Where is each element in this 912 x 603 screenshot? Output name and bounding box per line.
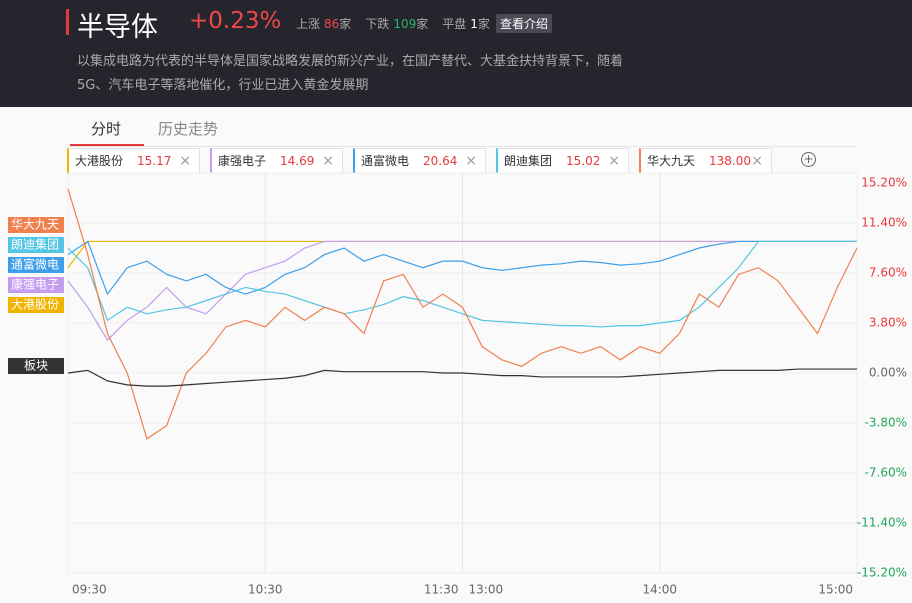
stat-unit: 家 (416, 17, 429, 31)
series-line (67, 188, 858, 440)
chip-close[interactable]: × (465, 153, 477, 169)
add-button[interactable]: + (801, 152, 816, 167)
chip-close[interactable]: × (751, 153, 763, 169)
tab[interactable]: 分时 (91, 120, 122, 138)
series-tag-label: 朗迪集团 (11, 237, 59, 252)
series-line (67, 240, 857, 342)
chip-price: 138.00 (709, 154, 751, 168)
accent (66, 9, 69, 35)
stat-count: 1 (470, 17, 478, 31)
series-tag (8, 277, 64, 293)
y-tick-label: 15.20% (861, 176, 907, 190)
stat-label: 下跌 (365, 17, 390, 31)
y-tick-label: -15.20% (857, 566, 907, 580)
chip-name: 大港股份 (75, 154, 124, 168)
x-tick-label: 14:00 (642, 583, 677, 597)
stat: 上涨 86家 (296, 15, 351, 32)
chip-name: 康强电子 (218, 154, 267, 168)
x-tick-label: 15:00 (818, 583, 853, 597)
tabs: 分时 历史走势 (68, 113, 858, 147)
y-tick-label: 0.00% (869, 366, 907, 380)
series-tag-label: 通富微电 (11, 257, 59, 272)
stock-chip[interactable]: 大港股份 15.17 × (67, 148, 200, 174)
series-tag (8, 297, 64, 313)
chip-close[interactable]: × (608, 153, 620, 169)
stat-unit: 家 (477, 17, 490, 31)
chip-price: 14.69 (280, 154, 315, 168)
header: 半导体 +0.23% 上涨 86家 下跌 109家 平盘 1家 查看介绍 以集成电路为代表… (0, 0, 912, 107)
series-tag-label: 大港股份 (11, 298, 59, 312)
stat-unit: 家 (339, 17, 352, 31)
stat-label: 平盘 (442, 17, 467, 31)
chip-name: 通富微电 (361, 154, 410, 168)
y-tick-label: -7.60% (865, 466, 907, 480)
series-line (67, 240, 857, 328)
stats: 上涨 86家 下跌 109家 平盘 1家 (296, 15, 490, 32)
series-tag (8, 257, 64, 273)
x-tick-label: 13:00 (469, 583, 504, 597)
stock-chip[interactable]: 康强电子 14.69 × (210, 148, 343, 174)
description-line: 以集成电路为代表的半导体是国家战略发展的新兴产业，在国产替代、大基金扶持背景下，… (77, 54, 624, 69)
chip-name: 华大九天 (647, 154, 696, 168)
stock-chip[interactable]: 华大九天 138.00 × (639, 148, 772, 174)
description: 以集成电路为代表的半导体是国家战略发展的新兴产业，在国产替代、大基金扶持背景下，… (77, 50, 623, 98)
description-line: 5G、汽车电子等落地催化，行业已进入黄金发展期 (77, 78, 369, 93)
series-tag-label: 康强电子 (11, 277, 59, 292)
title: 半导体 (77, 12, 158, 43)
stat-count: 109 (393, 17, 417, 31)
chip-close[interactable]: × (322, 153, 334, 169)
stock-chip[interactable]: 朗迪集团 15.02 × (496, 148, 629, 174)
tab[interactable]: 历史走势 (158, 120, 219, 138)
chip-price: 15.17 (137, 154, 172, 168)
y-tick-label: 3.80% (869, 316, 907, 330)
tab-underline (70, 144, 144, 146)
y-tick-label: -11.40% (857, 516, 907, 530)
stat-count: 86 (324, 17, 340, 31)
stat-label: 上涨 (296, 17, 321, 31)
y-tick-label: 7.60% (869, 266, 907, 280)
chip-price: 20.64 (423, 154, 458, 168)
x-tick-label: 09:30 (72, 583, 107, 597)
series-tag (8, 217, 64, 233)
stat: 平盘 1家 (442, 15, 490, 32)
series-tag-label: 板块 (24, 359, 48, 373)
chip-close[interactable]: × (179, 153, 191, 169)
x-tick-label: 11:30 (424, 583, 459, 597)
chip-price: 15.02 (566, 154, 601, 168)
series-line (67, 240, 857, 296)
chip-name: 朗迪集团 (504, 154, 553, 168)
intro-button[interactable]: 查看介绍 (496, 14, 553, 33)
stat: 下跌 109家 (365, 15, 428, 32)
series-line (67, 368, 857, 387)
series-tag (8, 237, 64, 253)
x-tick-label: 10:30 (248, 583, 283, 597)
y-tick-label: 11.40% (861, 216, 907, 230)
series-tag (8, 358, 64, 374)
series-tag-label: 华大九天 (11, 218, 59, 232)
change: +0.23% (189, 8, 282, 34)
y-tick-label: -3.80% (865, 416, 907, 430)
